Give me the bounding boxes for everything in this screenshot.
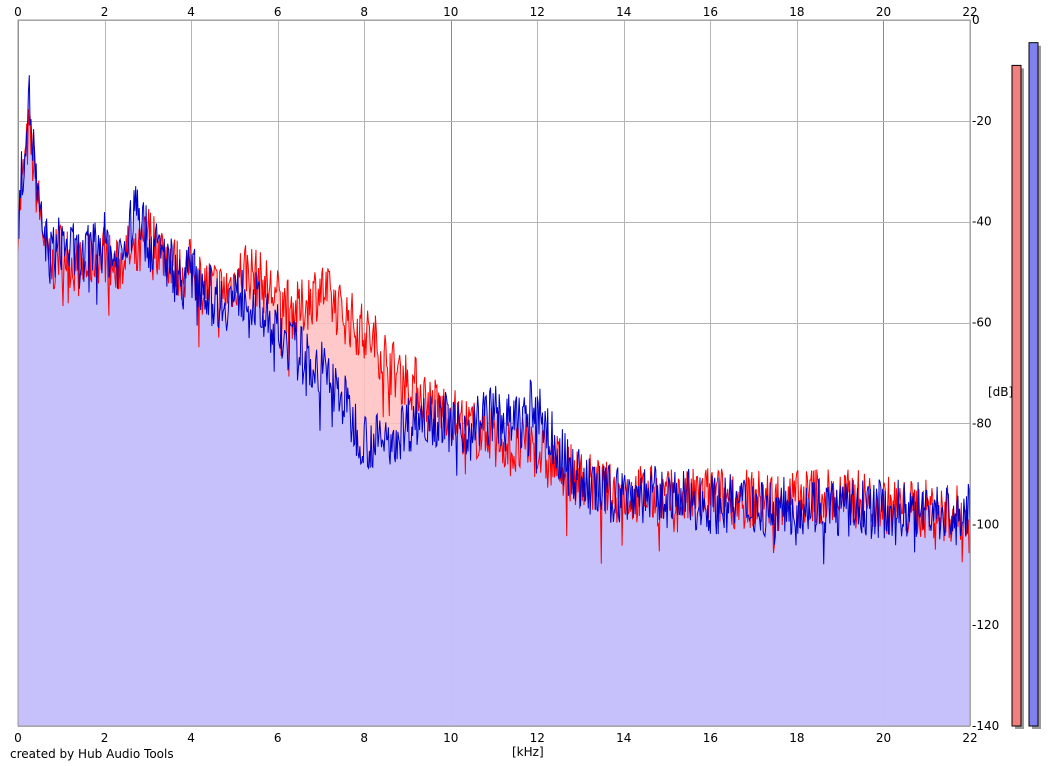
x-tick-labels-top: 0 2 4 6 8 10 12 14 16 18 20 22 <box>14 5 977 19</box>
x-tick-label: 20 <box>876 731 891 745</box>
spectrum-lines <box>17 75 971 565</box>
y-tick-label: -60 <box>972 316 992 330</box>
series-2-line <box>17 75 971 565</box>
x-tick-label: 14 <box>616 731 631 745</box>
x-tick-label: 18 <box>789 5 804 19</box>
y-tick-label: -20 <box>972 114 992 128</box>
x-tick-label: 10 <box>443 5 458 19</box>
y-tick-label: -80 <box>972 416 992 430</box>
x-tick-label: 22 <box>962 5 977 19</box>
x-tick-label: 4 <box>187 5 195 19</box>
credit-text: created by Hub Audio Tools <box>10 747 174 761</box>
x-tick-label: 0 <box>14 731 22 745</box>
x-tick-label: 10 <box>443 731 458 745</box>
plot-frame <box>17 19 971 727</box>
x-tick-label: 6 <box>274 731 282 745</box>
y-tick-label: -120 <box>972 618 999 632</box>
x-tick-label: 8 <box>360 731 368 745</box>
level-meter-1 <box>1011 64 1022 727</box>
x-tick-labels-bottom: 0 2 4 6 8 10 12 14 16 18 20 22 <box>14 731 977 745</box>
x-tick-label: 12 <box>530 731 545 745</box>
x-tick-label: 16 <box>703 5 718 19</box>
series-2-area <box>18 75 970 726</box>
x-tick-label: 22 <box>962 731 977 745</box>
y-tick-label: -40 <box>972 215 992 229</box>
x-tick-label: 2 <box>101 731 109 745</box>
y-tick-label: 0 <box>972 13 980 27</box>
level-meter-2 <box>1028 42 1039 727</box>
x-tick-label: 16 <box>703 731 718 745</box>
x-tick-label: 12 <box>530 5 545 19</box>
x-tick-label: 4 <box>187 731 195 745</box>
x-tick-label: 0 <box>14 5 22 19</box>
x-tick-label: 8 <box>360 5 368 19</box>
level-meters <box>1011 42 1041 729</box>
x-tick-label: 18 <box>789 731 804 745</box>
x-tick-label: 6 <box>274 5 282 19</box>
y-tick-labels: 0 -20 -40 -60 -80 -100 -120 -140 <box>972 13 999 733</box>
x-tick-label: 2 <box>101 5 109 19</box>
y-tick-label: -100 <box>972 517 999 531</box>
x-tick-label: 14 <box>616 5 631 19</box>
y-tick-label: -140 <box>972 719 999 733</box>
x-tick-label: 20 <box>876 5 891 19</box>
x-axis-label: [kHz] <box>512 745 544 759</box>
y-axis-label: [dB] <box>988 385 1013 399</box>
